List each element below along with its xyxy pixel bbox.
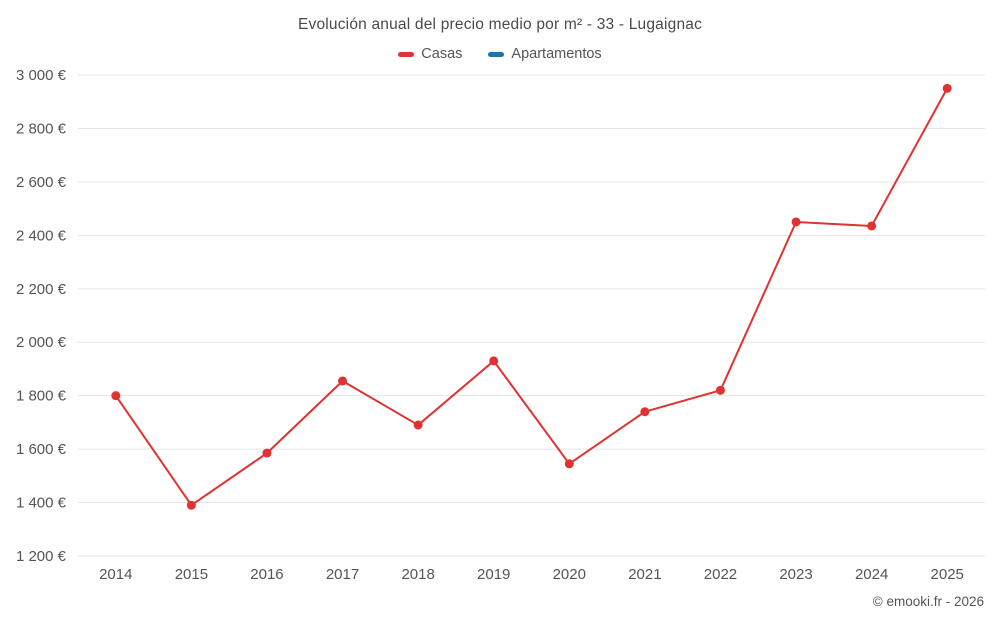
legend-swatch-apartamentos xyxy=(488,51,505,57)
x-tick-label: 2022 xyxy=(704,566,737,583)
data-marker-casas[interactable] xyxy=(942,83,952,93)
y-tick-label: 2 600 € xyxy=(16,174,67,191)
x-tick-label: 2017 xyxy=(326,566,359,583)
data-marker-casas[interactable] xyxy=(262,448,272,458)
x-tick-label: 2019 xyxy=(477,566,510,583)
data-marker-casas[interactable] xyxy=(111,391,121,401)
y-tick-label: 1 800 € xyxy=(16,388,67,405)
data-marker-casas[interactable] xyxy=(338,376,348,386)
y-tick-label: 3 000 € xyxy=(16,67,67,84)
x-tick-label: 2021 xyxy=(628,566,661,583)
x-tick-label: 2016 xyxy=(250,566,283,583)
y-tick-label: 1 200 € xyxy=(16,548,67,565)
data-marker-casas[interactable] xyxy=(564,459,574,469)
legend-item-casas[interactable]: Casas xyxy=(398,46,462,62)
y-tick-label: 1 400 € xyxy=(16,495,67,512)
y-tick-label: 2 200 € xyxy=(16,281,67,298)
data-marker-casas[interactable] xyxy=(867,221,877,231)
series-line-casas xyxy=(114,87,949,507)
data-marker-casas[interactable] xyxy=(640,407,650,417)
x-tick-label: 2025 xyxy=(931,566,964,583)
copyright: © emooki.fr - 2026 xyxy=(872,594,984,609)
x-tick-label: 2015 xyxy=(175,566,208,583)
y-tick-label: 2 800 € xyxy=(16,120,67,137)
chart-title: Evolución anual del precio medio por m² … xyxy=(297,16,703,33)
x-tick-label: 2018 xyxy=(401,566,434,583)
data-marker-casas[interactable] xyxy=(413,420,423,430)
y-tick-label: 2 000 € xyxy=(16,334,67,351)
y-tick-label: 2 400 € xyxy=(16,227,67,244)
data-marker-casas[interactable] xyxy=(791,217,801,227)
legend: Casas Apartamentos xyxy=(0,46,1000,62)
x-tick-label: 2014 xyxy=(99,566,132,583)
legend-swatch-casas xyxy=(398,51,415,57)
x-tick-label: 2020 xyxy=(553,566,586,583)
y-tick-label: 1 600 € xyxy=(16,441,67,458)
data-marker-casas[interactable] xyxy=(489,356,499,366)
legend-label-casas: Casas xyxy=(421,46,463,62)
x-tick-label: 2023 xyxy=(779,566,812,583)
legend-label-apartamentos: Apartamentos xyxy=(511,46,602,62)
legend-item-apartamentos[interactable]: Apartamentos xyxy=(488,46,602,62)
data-marker-casas[interactable] xyxy=(186,500,196,510)
data-marker-casas[interactable] xyxy=(715,385,725,395)
x-tick-label: 2024 xyxy=(855,566,888,583)
